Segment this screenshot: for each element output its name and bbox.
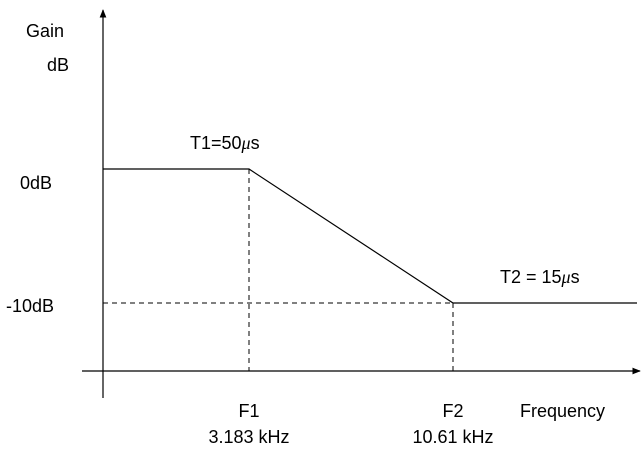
x-tick-freq-f1: 3.183 kHz	[208, 427, 289, 447]
x-tick-freq-f2: 10.61 kHz	[412, 427, 493, 447]
x-tick-name-f1: F1	[238, 401, 259, 421]
y-axis-label-line-1: Gain	[26, 21, 64, 41]
y-tick-label-minus-10db: -10dB	[6, 296, 54, 316]
y-tick-label-0db: 0dB	[20, 173, 52, 193]
x-axis-label: Frequency	[520, 401, 605, 421]
annotation-t2-prefix: T2 = 15	[500, 267, 562, 287]
annotation-t1: T1=50μs	[190, 133, 260, 153]
x-tick-name-f2: F2	[442, 401, 463, 421]
annotation-t2-mu: μ	[561, 267, 571, 287]
annotation-t1-prefix: T1=50	[190, 133, 242, 153]
annotation-t2-suffix: s	[571, 267, 580, 287]
y-axis-label-line-2: dB	[47, 55, 69, 75]
annotation-t2: T2 = 15μs	[500, 267, 580, 287]
annotation-t1-mu: μ	[241, 133, 251, 153]
annotation-t1-suffix: s	[251, 133, 260, 153]
response-line	[103, 168, 637, 304]
